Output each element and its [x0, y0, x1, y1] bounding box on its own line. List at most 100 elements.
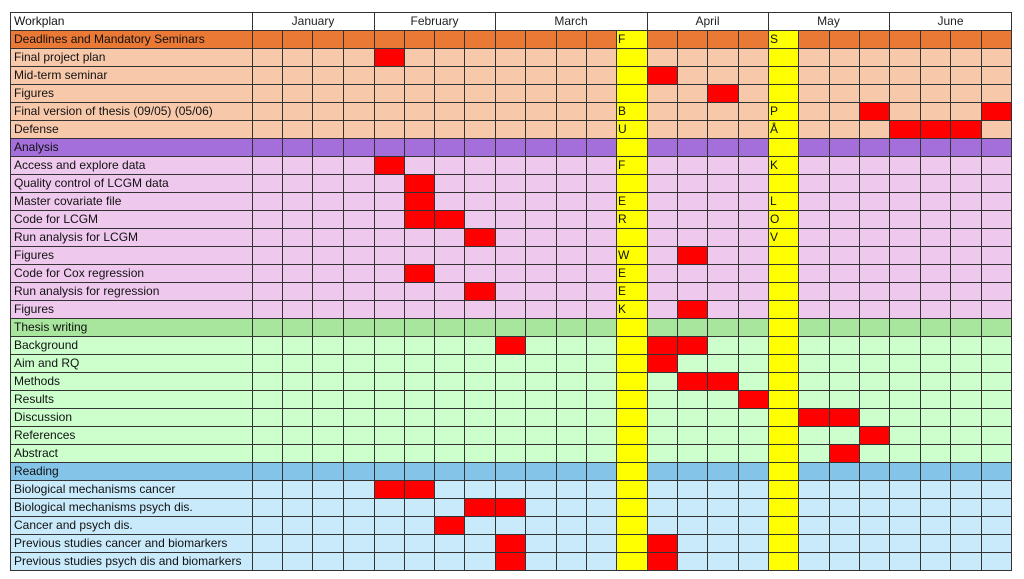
task-marker: [829, 444, 859, 462]
week-cell: [768, 174, 798, 192]
week-cell: [374, 192, 404, 210]
week-cell: [374, 264, 404, 282]
week-cell: [495, 192, 525, 210]
week-cell: [829, 30, 859, 48]
week-cell: [859, 534, 889, 552]
month-header-april: April: [647, 12, 768, 30]
week-cell: [616, 102, 647, 120]
grid-line: [374, 12, 375, 570]
week-cell: [464, 516, 495, 534]
week-cell: [647, 192, 677, 210]
week-cell: [282, 498, 312, 516]
week-cell: [252, 408, 282, 426]
week-cell: [343, 300, 374, 318]
task-marker: [707, 372, 738, 390]
week-cell: [889, 534, 920, 552]
week-cell: [677, 462, 707, 480]
week-cell: [616, 444, 647, 462]
week-cell: [282, 210, 312, 228]
week-cell: [707, 426, 738, 444]
week-cell: [829, 372, 859, 390]
week-cell: [495, 48, 525, 66]
workplan-header-label: Workplan: [14, 14, 65, 28]
week-cell: [647, 264, 677, 282]
week-cell: [252, 210, 282, 228]
week-cell: [464, 336, 495, 354]
week-cell: [677, 120, 707, 138]
task-marker: [434, 210, 464, 228]
week-cell: [616, 138, 647, 156]
week-cell: [738, 264, 768, 282]
week-cell: [859, 462, 889, 480]
week-cell: [920, 390, 950, 408]
week-cell: [768, 300, 798, 318]
week-cell: [343, 318, 374, 336]
week-cell: [950, 210, 981, 228]
week-cell: [981, 516, 1012, 534]
week-cell: [404, 156, 434, 174]
week-cell: [647, 156, 677, 174]
week-cell: [829, 534, 859, 552]
week-cell: [434, 102, 464, 120]
week-cell: [586, 30, 616, 48]
week-cell: [859, 264, 889, 282]
week-cell: [829, 552, 859, 570]
task-row-label: Mid-term seminar: [10, 66, 252, 84]
week-cell: [950, 552, 981, 570]
task-row-label: Aim and RQ: [10, 354, 252, 372]
week-cell: [859, 300, 889, 318]
week-cell: [950, 192, 981, 210]
week-cell: [343, 138, 374, 156]
highlight-letter: L: [770, 194, 777, 208]
week-cell: [374, 498, 404, 516]
task-row-label: Figures: [10, 84, 252, 102]
week-cell: [677, 192, 707, 210]
week-cell: [981, 282, 1012, 300]
week-cell: [798, 228, 829, 246]
week-cell: [464, 156, 495, 174]
week-cell: [677, 84, 707, 102]
week-cell: [586, 66, 616, 84]
week-cell: [374, 84, 404, 102]
week-cell: [616, 84, 647, 102]
week-cell: [586, 498, 616, 516]
week-cell: [738, 444, 768, 462]
week-cell: [343, 336, 374, 354]
week-cell: [525, 84, 556, 102]
week-cell: [282, 120, 312, 138]
week-cell: [677, 102, 707, 120]
week-cell: [252, 390, 282, 408]
task-marker: [920, 120, 950, 138]
week-cell: [464, 408, 495, 426]
week-cell: [738, 516, 768, 534]
week-cell: [586, 210, 616, 228]
week-cell: [586, 426, 616, 444]
week-cell: [647, 498, 677, 516]
week-cell: [829, 498, 859, 516]
week-cell: [343, 480, 374, 498]
week-cell: [920, 48, 950, 66]
grid-line: [10, 246, 1012, 247]
week-cell: [374, 318, 404, 336]
week-cell: [738, 66, 768, 84]
week-cell: [495, 372, 525, 390]
week-cell: [343, 174, 374, 192]
week-cell: [981, 498, 1012, 516]
week-cell: [282, 444, 312, 462]
highlight-letter: E: [618, 194, 627, 208]
week-cell: [556, 516, 586, 534]
task-row-label: Quality control of LCGM data: [10, 174, 252, 192]
week-cell: [738, 300, 768, 318]
week-cell: [889, 516, 920, 534]
week-cell: [495, 246, 525, 264]
week-cell: [616, 66, 647, 84]
week-cell: [768, 192, 798, 210]
week-cell: [950, 426, 981, 444]
week-cell: [829, 300, 859, 318]
week-cell: [889, 354, 920, 372]
week-cell: [798, 30, 829, 48]
grid-line: [343, 30, 344, 570]
highlight-letter: K: [770, 158, 779, 172]
week-cell: [677, 498, 707, 516]
week-cell: [374, 390, 404, 408]
